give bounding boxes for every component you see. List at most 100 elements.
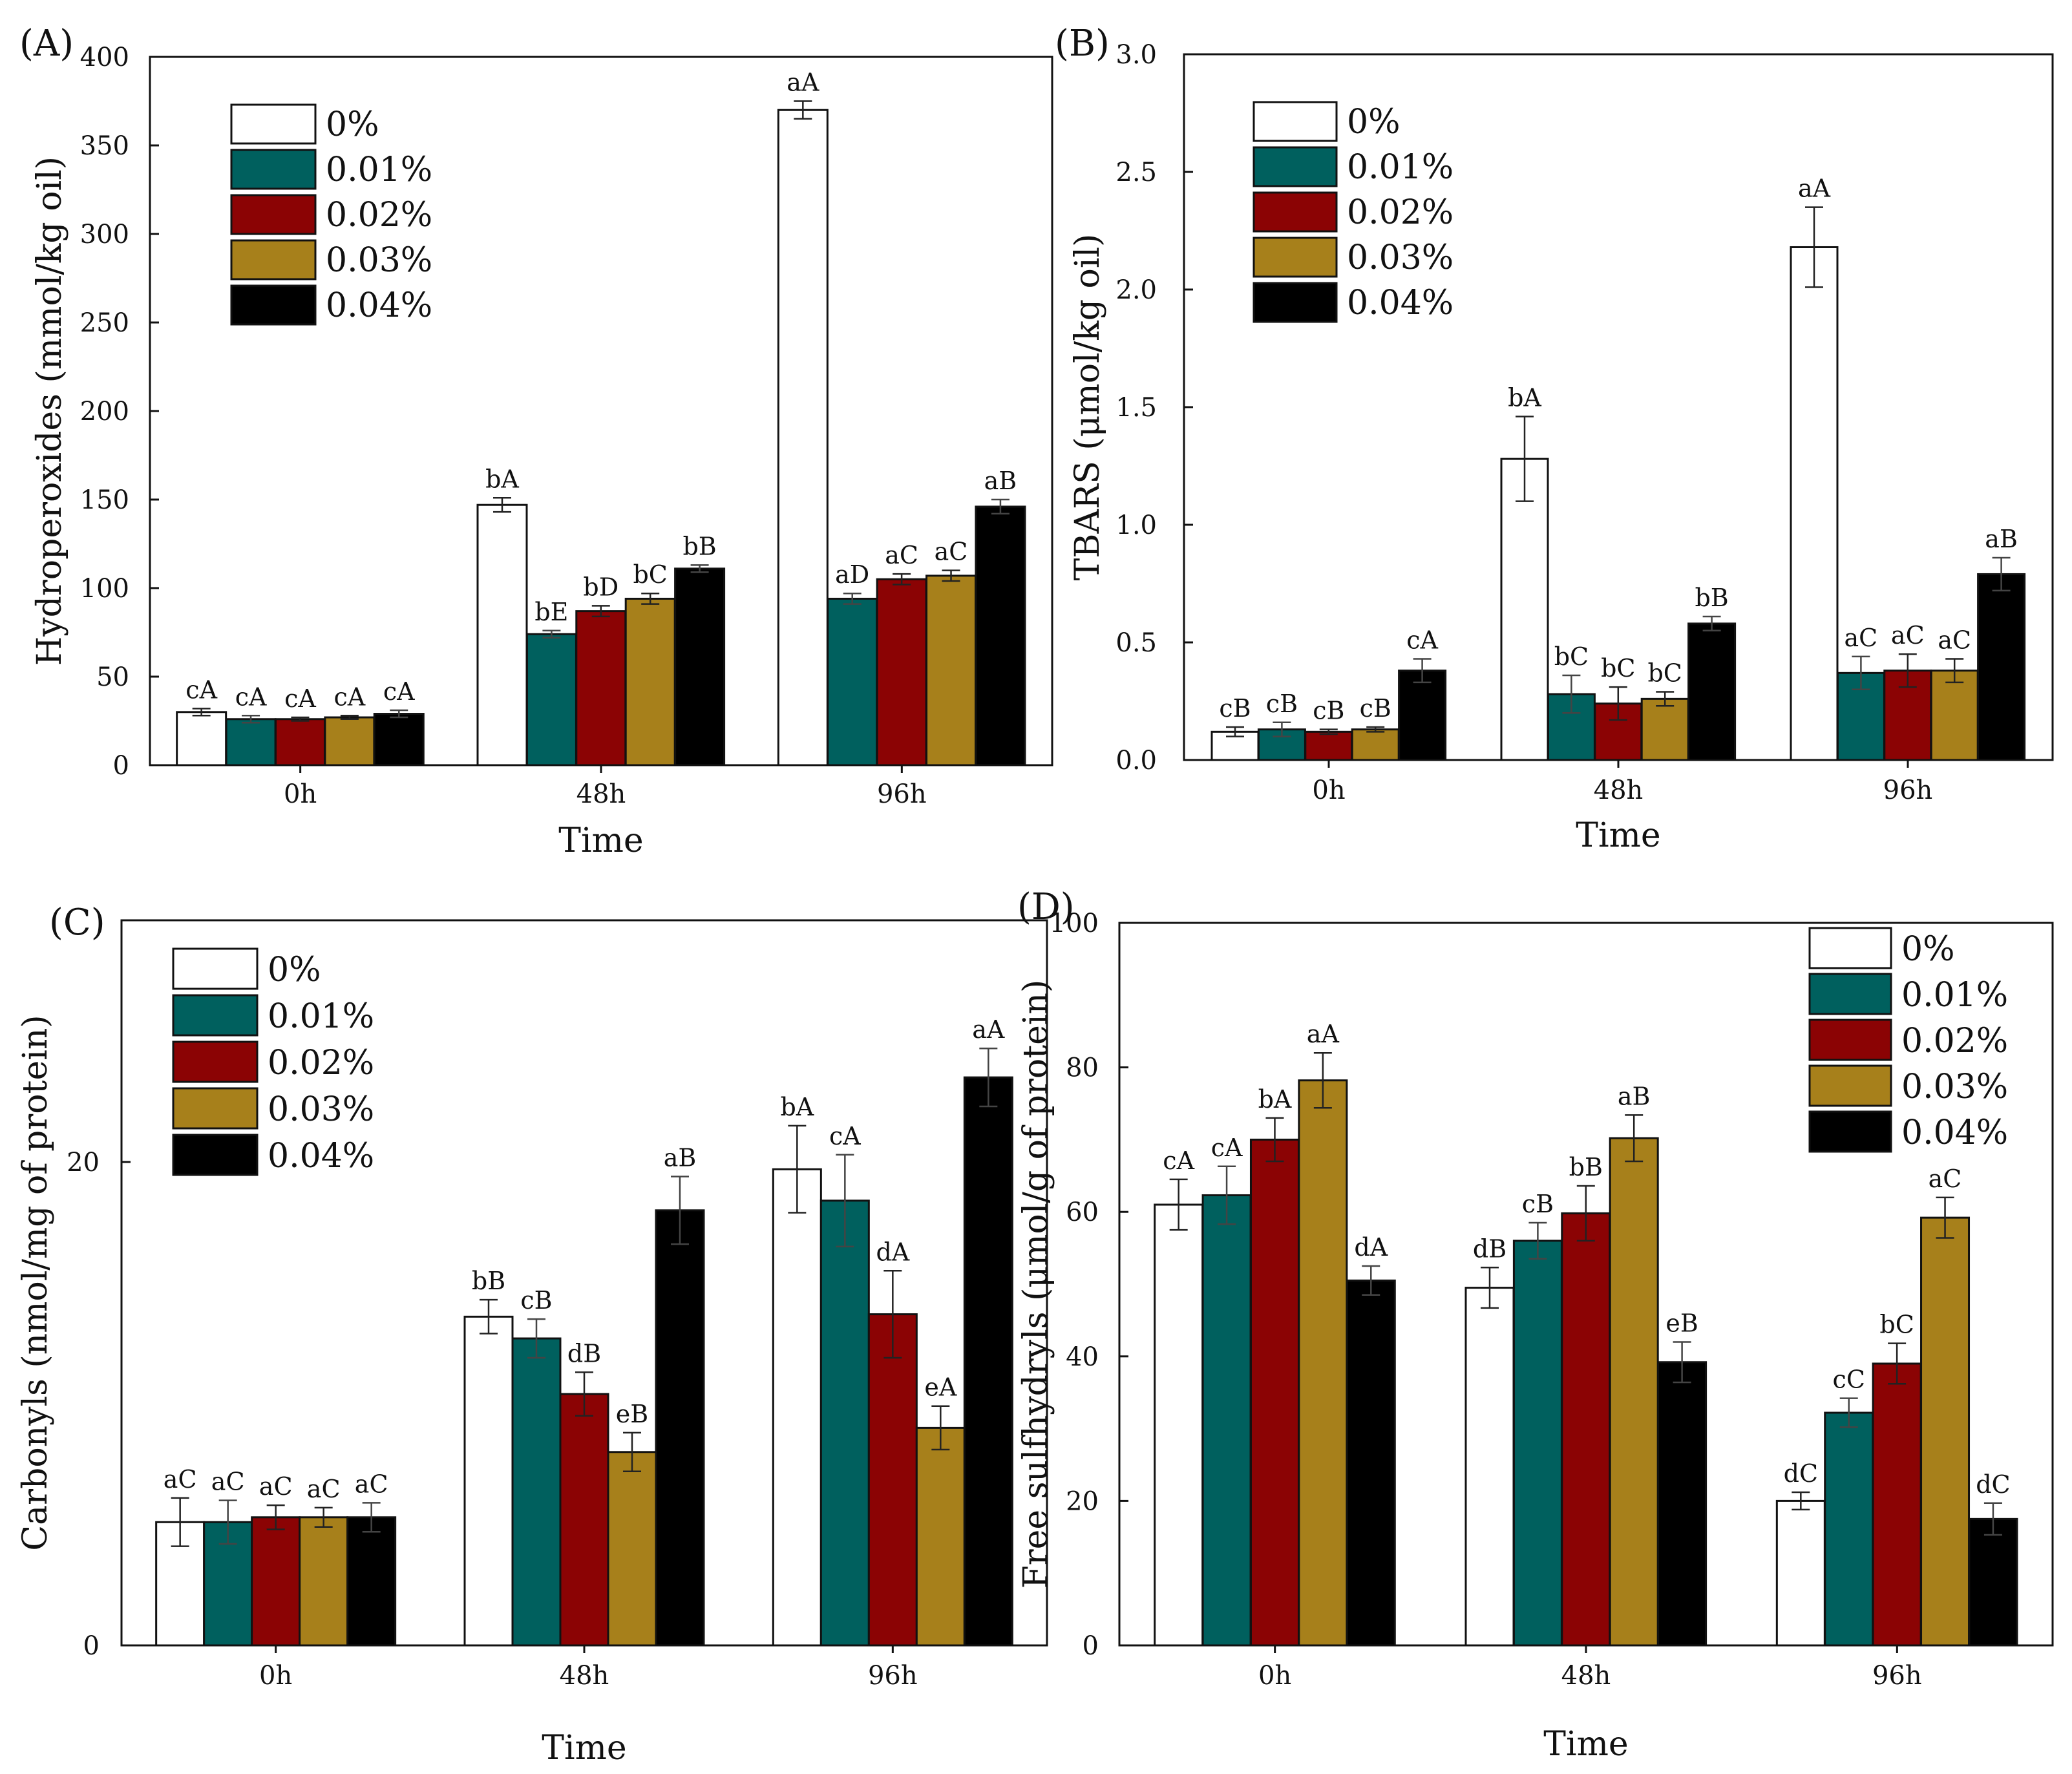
significance-label: bC: [1879, 1311, 1914, 1339]
significance-label: aB: [1618, 1082, 1651, 1110]
y-tick-label: 0.5: [1115, 628, 1157, 658]
bar-0p04pct-96h: [1968, 1517, 2018, 1647]
error-bar-0p01pct-0h: [218, 1499, 237, 1545]
legend-swatch-0p03pct: [230, 239, 317, 280]
legend-label: 0.03%: [268, 1090, 374, 1129]
error-bar-0p01pct-48h: [527, 1318, 545, 1359]
y-axis-title: Hydroperoxides (mmol/kg oil): [30, 156, 69, 666]
significance-label: aC: [885, 541, 918, 569]
legend: 0% 0.01% 0.02% 0.03% 0.04%: [1253, 101, 1454, 323]
y-tick-label: 1.5: [1115, 393, 1157, 423]
bar-0pct-96h: [1775, 1499, 1826, 1647]
bar-0p03pct-96h: [1920, 1216, 1971, 1647]
legend: 0% 0.01% 0.02% 0.03% 0.04%: [230, 103, 432, 326]
significance-label: aB: [1985, 525, 2018, 553]
bar-0p02pct-96h: [876, 578, 927, 766]
y-tick-label: 200: [80, 397, 129, 427]
significance-label: bA: [1258, 1085, 1292, 1114]
chart-panel-a: 0 50 100 150 200 250 300 350 400 0h cA cA cA cA cA 48h b…: [19, 23, 1053, 860]
error-bar-0p01pct-96h: [1839, 1397, 1858, 1428]
significance-label: bA: [485, 465, 519, 493]
legend-swatch-0p04pct: [1808, 1110, 1892, 1153]
error-bar-0p02pct-48h: [575, 1371, 593, 1417]
legend-label: 0.03%: [1901, 1068, 2008, 1106]
error-bar-0p01pct-96h: [843, 592, 862, 605]
y-tick-label: 3.0: [1115, 40, 1157, 70]
significance-label: cA: [1406, 626, 1438, 654]
error-bar-0p04pct-0h: [362, 1502, 381, 1533]
error-bar-0pct-0h: [1226, 726, 1244, 737]
chart-panel-c: 0 20 0h aC aC aC aC aC 48h bB cB dB eB aB 96h bA cA dA eA a…: [16, 902, 1048, 1768]
significance-label: dB: [1473, 1234, 1506, 1263]
y-tick-label: 0.0: [1115, 746, 1157, 776]
significance-label: dA: [1354, 1233, 1388, 1262]
legend-label: 0.01%: [1347, 148, 1454, 187]
significance-label: aC: [164, 1465, 197, 1494]
significance-label: eB: [1665, 1309, 1698, 1337]
legend-label: 0%: [326, 105, 379, 144]
bar-0p01pct-48h: [511, 1337, 562, 1647]
bar-0p03pct-0h: [324, 716, 375, 766]
y-tick-label: 2.0: [1115, 275, 1157, 305]
x-axis-title: Time: [558, 821, 643, 860]
bar-0p02pct-48h: [559, 1393, 609, 1647]
bar-0p04pct-0h: [1346, 1279, 1396, 1647]
legend-swatch-0pct: [1808, 927, 1892, 969]
legend-label: 0.01%: [268, 997, 374, 1036]
error-bar-0pct-48h: [1481, 1267, 1499, 1309]
y-tick-label: 100: [80, 574, 129, 604]
legend-label: 0.01%: [326, 151, 432, 189]
y-axis-title: TBARS (μmol/kg oil): [1068, 234, 1107, 581]
bar-0p04pct-96h: [975, 505, 1026, 766]
error-bar-0pct-96h: [788, 1125, 807, 1214]
x-axis-title: Time: [1543, 1725, 1628, 1764]
bar-0p01pct-96h: [819, 1199, 870, 1647]
bar-0pct-48h: [1500, 458, 1549, 761]
significance-label: aC: [355, 1470, 388, 1498]
error-bar-0p03pct-96h: [1936, 1196, 1954, 1239]
bar-0p02pct-0h: [251, 1516, 301, 1647]
legend-swatch-0p01pct: [1253, 146, 1338, 187]
significance-label: eB: [616, 1400, 648, 1428]
significance-label: bB: [472, 1267, 505, 1295]
significance-label: bB: [1569, 1153, 1603, 1181]
significance-label: cA: [185, 675, 217, 704]
significance-label: bA: [780, 1093, 814, 1121]
legend-swatch-0p02pct: [1808, 1019, 1892, 1061]
error-bar-0p02pct-0h: [291, 716, 310, 722]
error-bar-0p02pct-96h: [1888, 1342, 1907, 1385]
bar-0p02pct-96h: [1872, 1362, 1922, 1647]
significance-label: bB: [682, 532, 716, 560]
error-bar-0p02pct-48h: [1609, 686, 1627, 721]
y-tick-label: 20: [1066, 1486, 1099, 1516]
error-bar-0p01pct-0h: [1273, 721, 1291, 737]
significance-label: aD: [835, 560, 869, 589]
error-bar-0p04pct-96h: [979, 1047, 998, 1108]
significance-label: aC: [307, 1475, 341, 1503]
error-bar-0p02pct-96h: [883, 1270, 902, 1359]
legend-label: 0.03%: [326, 241, 432, 280]
error-bar-0p03pct-0h: [1366, 726, 1385, 733]
error-bar-0p02pct-0h: [1265, 1117, 1284, 1163]
x-tick-label: 96h: [1872, 1661, 1922, 1691]
bar-0p02pct-96h: [867, 1313, 918, 1647]
legend-swatch-0p01pct: [1808, 973, 1892, 1015]
y-tick-label: 100: [1050, 909, 1099, 938]
legend-label: 0.02%: [1347, 193, 1454, 232]
error-bar-0p01pct-96h: [836, 1154, 854, 1248]
significance-label: cC: [1833, 1366, 1865, 1394]
bar-0p02pct-0h: [1249, 1138, 1300, 1647]
error-bar-0p03pct-0h: [314, 1506, 333, 1528]
error-bar-0p04pct-0h: [390, 709, 408, 719]
error-bar-0p01pct-48h: [1528, 1221, 1547, 1260]
x-tick-label: 48h: [1594, 776, 1644, 805]
significance-label: dC: [1784, 1459, 1818, 1488]
significance-label: aC: [1929, 1165, 1962, 1193]
error-bar-0p03pct-48h: [641, 592, 660, 605]
error-bar-0pct-48h: [1516, 416, 1534, 502]
legend-label: 0.04%: [326, 286, 432, 325]
legend-label: 0%: [268, 951, 321, 989]
bar-0pct-0h: [1154, 1203, 1204, 1647]
error-bar-0p03pct-96h: [942, 569, 960, 582]
